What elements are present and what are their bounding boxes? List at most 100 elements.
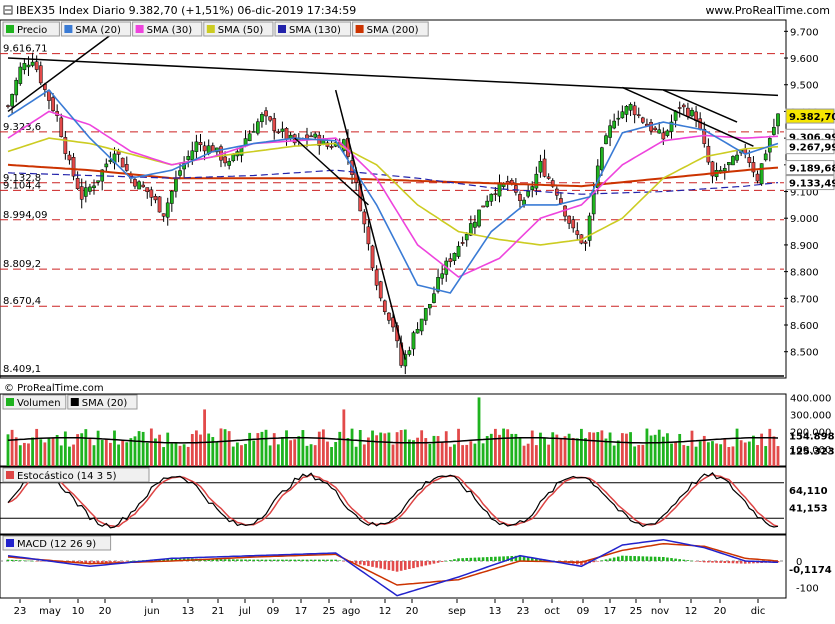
volume-bar-21 (92, 445, 96, 466)
volume-bar-146 (604, 438, 608, 466)
macd-hist-26 (113, 561, 116, 563)
candle-153 (632, 105, 637, 116)
candle-2 (14, 79, 19, 96)
volume-bar-162 (670, 443, 673, 466)
volume-bar-141 (584, 438, 587, 466)
volume-bar-7 (35, 428, 39, 466)
x-tick-5: 13 (182, 606, 195, 617)
volume-bar-34 (145, 442, 149, 466)
price-badge-box-0 (785, 108, 835, 124)
price-legend-label-1: SMA (20) (75, 25, 121, 36)
candle-89 (370, 245, 375, 269)
price-badge-4: 9.133,49 (789, 179, 835, 190)
macd-hist-169 (698, 561, 702, 562)
candle-159 (657, 129, 662, 134)
candle-138 (571, 219, 576, 229)
volume-bar-136 (563, 436, 567, 466)
candle-17 (75, 178, 80, 189)
candle-91 (378, 281, 383, 299)
volume-bar-104 (432, 435, 436, 466)
volume-bar-117 (485, 436, 489, 466)
brand-link[interactable]: www.ProRealTime.com (705, 4, 830, 17)
x-tick-14: sep (448, 606, 466, 617)
macd-hist-28 (121, 561, 124, 562)
volume-bar-56 (235, 442, 239, 466)
macd-hist-68 (285, 559, 288, 561)
volume-badge-1: 125.323 (789, 447, 835, 458)
candle-101 (419, 318, 424, 332)
volume-bar-95 (395, 432, 399, 466)
macd-hist-41 (174, 558, 178, 561)
candle-164 (677, 107, 682, 109)
volume-bar-188 (776, 446, 780, 466)
macd-hist-92 (383, 561, 387, 570)
volume-bar-69 (289, 440, 293, 466)
volume-bar-107 (444, 431, 448, 466)
volume-bar-169 (698, 441, 702, 466)
volume-bar-60 (252, 440, 256, 466)
price-axis-tick-10: 8.700 (790, 294, 819, 305)
price-legend-box-3 (203, 21, 274, 37)
x-tick-8: 09 (267, 606, 280, 617)
macd-hist-24 (104, 561, 108, 563)
volume-bar-111 (461, 445, 465, 466)
x-tick-6: 21 (212, 606, 225, 617)
candle-6 (30, 61, 35, 66)
volume-bar-73 (305, 445, 309, 466)
volume-bar-130 (539, 432, 542, 466)
candle-169 (698, 118, 703, 130)
volume-bar-127 (526, 443, 530, 466)
volume-bar-160 (661, 436, 665, 466)
candle-137 (567, 215, 571, 224)
volume-bar-86 (358, 429, 362, 466)
price-legend-box-0 (2, 21, 60, 37)
candle-106 (440, 273, 444, 279)
volume-bar-80 (334, 441, 338, 466)
price-legend-box-5 (352, 21, 429, 37)
macd-hist-63 (264, 559, 268, 561)
macd-hist-74 (309, 559, 313, 561)
trend-line-4 (622, 86, 754, 147)
x-tick-7: jul (238, 606, 251, 617)
macd-hist-124 (514, 555, 518, 561)
macd-hist-174 (719, 561, 722, 563)
macd-hist-79 (330, 559, 333, 561)
macd-hist-82 (342, 561, 346, 562)
macd-hist-107 (444, 561, 448, 562)
candle-98 (407, 350, 412, 355)
macd-hist-20 (88, 561, 92, 564)
candle-181 (747, 157, 752, 163)
candle-161 (665, 130, 670, 136)
volume-bar-103 (428, 443, 432, 466)
x-tick-18: 09 (577, 606, 590, 617)
volume-bar-182 (752, 435, 755, 466)
macd-hist-172 (711, 561, 714, 563)
candle-110 (456, 245, 461, 257)
volume-legend-label-1: SMA (20) (82, 398, 128, 409)
candle-31 (133, 179, 137, 187)
volume-bar-98 (407, 439, 411, 466)
volume-bar-54 (227, 431, 231, 466)
volume-bar-152 (629, 432, 632, 466)
macd-hist-102 (424, 561, 428, 566)
stoch-plot-area (0, 466, 787, 535)
candle-141 (583, 241, 588, 244)
volume-bar-6 (31, 437, 34, 466)
macd-hist-19 (84, 561, 88, 564)
candle-36 (153, 196, 158, 201)
macd-hist-104 (432, 561, 436, 564)
candle-40 (169, 190, 174, 204)
volume-bar-77 (321, 429, 325, 466)
volume-bar-63 (264, 429, 268, 466)
volume-bar-64 (268, 445, 272, 466)
volume-bar-126 (522, 445, 526, 466)
candle-28 (120, 157, 125, 168)
macd-hist-118 (489, 556, 493, 561)
macd-hist-179 (739, 561, 743, 564)
candle-16 (71, 157, 76, 177)
candle-188 (776, 113, 780, 127)
volume-bar-50 (211, 437, 215, 466)
volume-bar-109 (453, 444, 456, 466)
macd-hist-98 (408, 561, 411, 569)
volume-bar-79 (330, 447, 333, 466)
